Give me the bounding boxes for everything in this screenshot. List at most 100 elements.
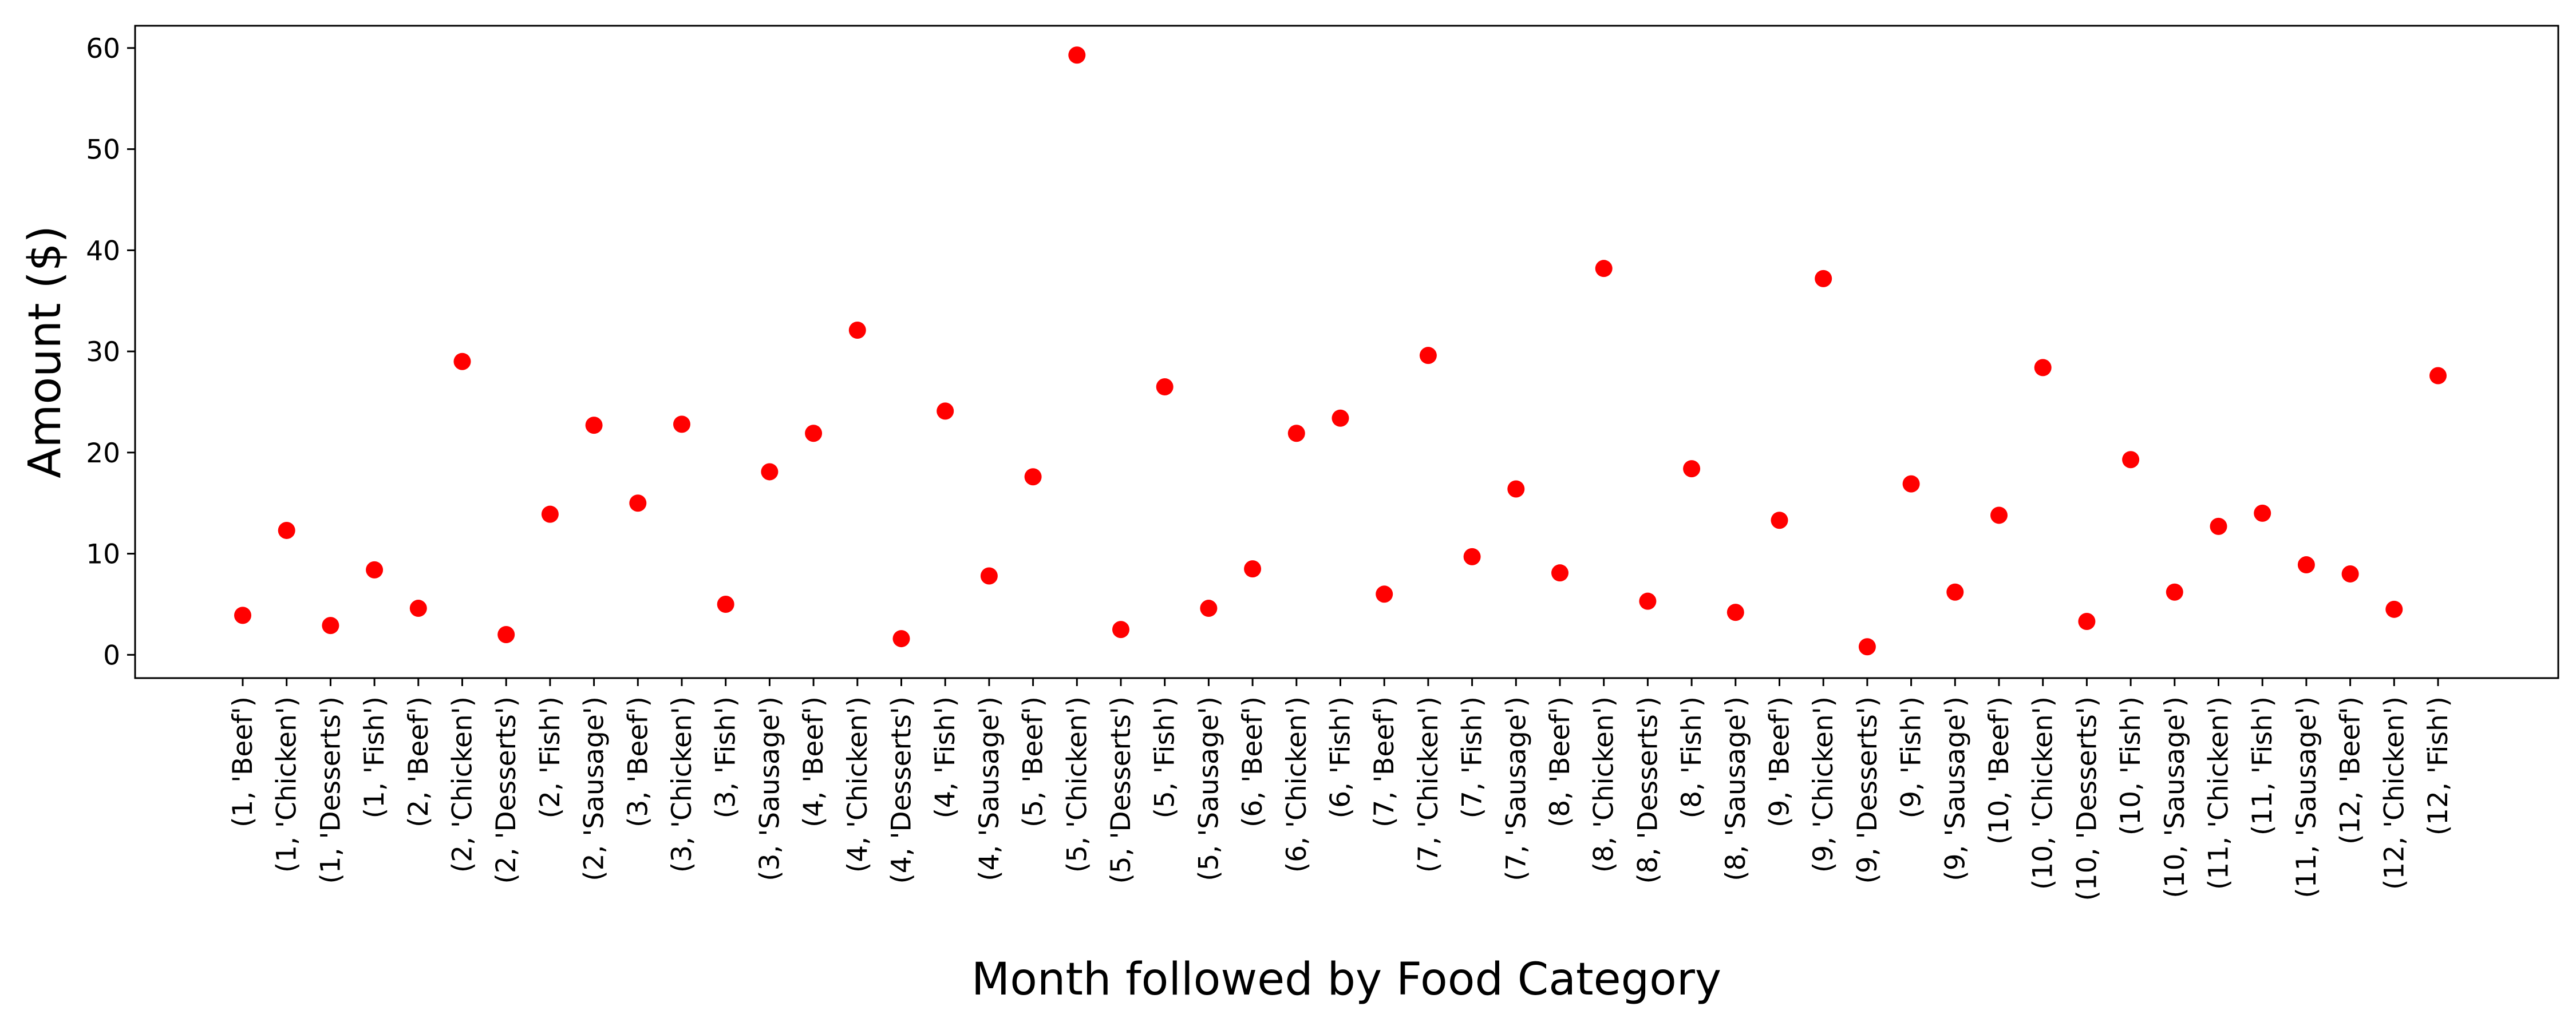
data-point	[1990, 506, 2008, 524]
data-point	[409, 600, 427, 617]
data-point	[1376, 585, 1393, 603]
x-tick-label: (9, 'Chicken')	[1808, 696, 1839, 873]
x-tick-label: (4, 'Fish')	[930, 696, 961, 818]
data-point	[937, 402, 954, 420]
x-tick-label: (8, 'Sausage')	[1720, 696, 1752, 881]
x-axis-title: Month followed by Food Category	[971, 954, 1721, 1005]
x-tick-label: (2, 'Sausage')	[579, 696, 610, 881]
x-tick-label: (6, 'Beef')	[1237, 696, 1269, 827]
data-point	[1858, 638, 1876, 656]
data-point	[1902, 475, 1920, 493]
x-tick-label: (5, 'Desserts')	[1105, 696, 1137, 884]
data-point	[629, 494, 647, 512]
data-point	[1244, 560, 1262, 578]
data-point	[1595, 260, 1613, 278]
x-tick-label: (12, 'Fish')	[2423, 696, 2454, 835]
x-tick-label: (5, 'Chicken')	[1061, 696, 1093, 873]
x-tick-label: (7, 'Fish')	[1457, 696, 1488, 818]
x-tick-label: (12, 'Beef')	[2335, 696, 2366, 845]
plot-area-frame	[134, 25, 2559, 679]
x-tick-label: (4, 'Beef')	[798, 696, 829, 827]
data-point	[805, 425, 823, 442]
x-tick-label: (2, 'Beef')	[403, 696, 434, 827]
x-tick-label: (7, 'Beef')	[1369, 696, 1400, 827]
data-point	[1156, 378, 1174, 395]
data-point	[2122, 451, 2140, 469]
data-point	[497, 626, 515, 643]
x-tick-label: (10, 'Sausage')	[2159, 696, 2191, 898]
x-tick-label: (9, 'Fish')	[1896, 696, 1927, 818]
x-tick-label: (3, 'Beef')	[622, 696, 654, 827]
data-point	[673, 415, 690, 433]
data-point	[892, 630, 910, 648]
y-tick-label: 40	[86, 235, 120, 267]
x-tick-label: (8, 'Desserts')	[1632, 696, 1664, 884]
data-point	[980, 567, 998, 585]
data-point	[1068, 46, 1086, 64]
data-point	[1419, 347, 1437, 365]
data-point	[1463, 548, 1481, 565]
x-tick-label: (3, 'Fish')	[710, 696, 742, 818]
x-tick-label: (1, 'Chicken')	[271, 696, 303, 873]
x-tick-label: (7, 'Sausage')	[1500, 696, 1532, 881]
data-point	[1332, 409, 1349, 427]
x-tick-label: (2, 'Chicken')	[447, 696, 479, 873]
x-tick-label: (5, 'Beef')	[1018, 696, 1049, 827]
data-point	[2341, 565, 2359, 583]
data-point	[322, 617, 339, 635]
x-tick-label: (5, 'Sausage')	[1193, 696, 1224, 881]
x-tick-label: (4, 'Desserts')	[886, 696, 918, 884]
x-tick-label: (1, 'Beef')	[227, 696, 259, 827]
x-tick-label: (7, 'Chicken')	[1413, 696, 1444, 873]
data-point	[717, 595, 734, 613]
y-tick-label: 50	[86, 134, 120, 166]
data-point	[2254, 504, 2271, 522]
data-point	[1639, 592, 1657, 610]
data-point	[1771, 512, 1788, 529]
x-tick-label: (4, 'Chicken')	[842, 696, 874, 873]
x-tick-label: (10, 'Desserts')	[2071, 696, 2103, 901]
data-point	[541, 505, 559, 523]
data-point	[2210, 517, 2227, 535]
data-point	[2429, 367, 2447, 385]
data-point	[1946, 583, 1964, 601]
y-axis-title: Amount ($)	[19, 225, 71, 478]
x-tick-label: (1, 'Desserts')	[315, 696, 346, 884]
x-axis: (1, 'Beef') (1, 'Chicken') (1, 'Desserts')…	[227, 678, 2454, 901]
x-tick-label: (6, 'Chicken')	[1281, 696, 1313, 873]
data-point	[761, 463, 779, 481]
x-tick-label: (9, 'Beef')	[1764, 696, 1796, 827]
x-tick-label: (12, 'Chicken')	[2379, 696, 2410, 890]
data-points	[234, 46, 2447, 656]
x-tick-label: (6, 'Fish')	[1325, 696, 1357, 818]
data-point	[1551, 564, 1568, 582]
data-point	[234, 607, 251, 624]
x-tick-label: (4, 'Sausage')	[974, 696, 1005, 881]
data-point	[848, 322, 866, 339]
y-tick-label: 20	[86, 438, 120, 469]
x-tick-label: (1, 'Fish')	[359, 696, 390, 818]
x-tick-label: (11, 'Fish')	[2247, 696, 2278, 835]
x-tick-label: (11, 'Sausage')	[2291, 696, 2322, 898]
x-tick-label: (3, 'Sausage')	[754, 696, 785, 881]
data-point	[2078, 613, 2096, 631]
data-point	[2385, 600, 2403, 618]
data-point	[585, 417, 603, 434]
x-tick-label: (10, 'Chicken')	[2028, 696, 2059, 890]
data-point	[1200, 600, 1218, 617]
x-tick-label: (8, 'Fish')	[1676, 696, 1708, 818]
data-point	[1112, 621, 1129, 639]
data-point	[2166, 583, 2183, 601]
x-tick-label: (9, 'Desserts')	[1852, 696, 1883, 884]
data-point	[453, 352, 471, 370]
data-point	[1726, 604, 1744, 621]
x-tick-label: (8, 'Beef')	[1544, 696, 1576, 827]
y-tick-label: 10	[86, 539, 120, 571]
data-point	[2297, 556, 2315, 574]
data-point	[1815, 270, 1832, 287]
y-tick-label: 30	[86, 336, 120, 368]
x-tick-label: (10, 'Beef')	[1984, 696, 2015, 845]
data-point	[278, 521, 295, 539]
x-tick-label: (9, 'Sausage')	[1939, 696, 1971, 881]
